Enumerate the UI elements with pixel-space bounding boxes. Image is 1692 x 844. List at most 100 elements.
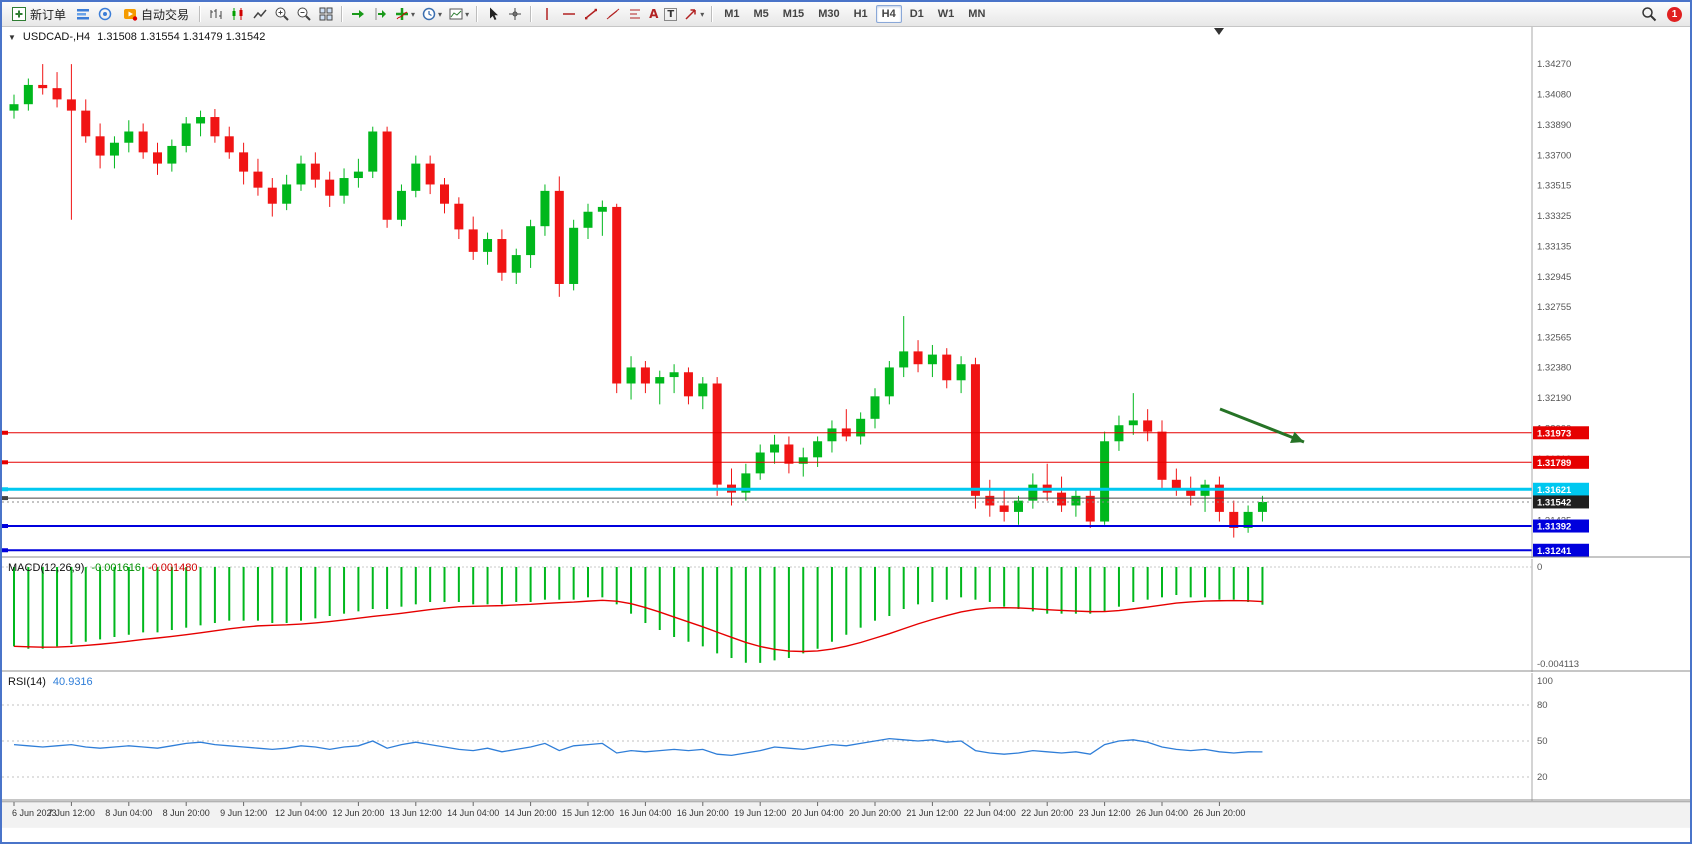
tab-timeframe-d1[interactable]: D1 (909, 8, 924, 20)
zoom-out-button[interactable] (294, 5, 314, 23)
svg-text:1.33890: 1.33890 (1537, 120, 1571, 131)
tab-timeframe-m15[interactable]: M15 (782, 8, 805, 20)
svg-text:20 Jun 04:00: 20 Jun 04:00 (792, 808, 844, 818)
svg-text:20 Jun 20:00: 20 Jun 20:00 (849, 808, 901, 818)
svg-text:1.32755: 1.32755 (1537, 302, 1571, 313)
cursor-icon (490, 7, 499, 20)
new-order-label: 新订单 (30, 7, 67, 22)
macd-main-value: -0.001616 (91, 562, 141, 574)
cursor-tool-button[interactable] (483, 5, 503, 23)
trendline-tool-button[interactable] (581, 5, 601, 23)
label-tool-button[interactable]: T (662, 7, 679, 22)
new-order-icon (12, 7, 26, 21)
svg-text:13 Jun 12:00: 13 Jun 12:00 (390, 808, 442, 818)
svg-text:1.32380: 1.32380 (1537, 362, 1571, 373)
trendline-icon (585, 8, 598, 20)
toolbar: 新订单 自动交易 (2, 2, 1690, 27)
svg-text:1.32945: 1.32945 (1537, 272, 1571, 283)
indicators-button[interactable]: ▾ (392, 5, 417, 23)
ohlc-expand-icon[interactable]: ▼ (8, 32, 16, 42)
new-order-button[interactable]: 新订单 (6, 5, 71, 24)
horizontal-line-tool-button[interactable] (559, 5, 579, 23)
label-tool-icon: T (664, 7, 678, 21)
svg-text:1.31392: 1.31392 (1537, 522, 1571, 533)
svg-text:1.34270: 1.34270 (1537, 59, 1571, 70)
zoom-out-icon (297, 7, 311, 21)
zoom-in-button[interactable] (272, 5, 292, 23)
sounds-button[interactable] (95, 5, 115, 23)
svg-text:15 Jun 12:00: 15 Jun 12:00 (562, 808, 614, 818)
tab-timeframe-w1[interactable]: W1 (937, 8, 955, 20)
svg-text:21 Jun 12:00: 21 Jun 12:00 (906, 808, 958, 818)
svg-text:1.31789: 1.31789 (1537, 458, 1571, 469)
line-chart-mode-button[interactable] (250, 5, 270, 23)
auto-scroll-button[interactable] (348, 5, 368, 23)
symbol-period-label: USDCAD-,H4 (22, 31, 91, 43)
chart-ohlc-header: ▼ USDCAD-,H4 1.31508 1.31554 1.31479 1.3… (8, 31, 265, 43)
chart-canvas[interactable]: 1.34270 1.34080 1.33890 1.33700 1.33515 1.333… (2, 27, 1690, 843)
svg-text:8 Jun 04:00: 8 Jun 04:00 (105, 808, 152, 818)
indicators-dropdown-icon: ▾ (411, 9, 416, 19)
toolbar-separator (530, 6, 533, 22)
svg-text:100: 100 (1537, 676, 1553, 687)
chart-area: 1.34270 1.34080 1.33890 1.33700 1.33515 1.333… (2, 27, 1690, 843)
templates-button[interactable]: ▾ (446, 5, 471, 23)
auto-scroll-icon (352, 10, 365, 18)
sounds-icon (98, 7, 112, 21)
text-tool-icon: A (649, 7, 659, 21)
candle-chart-mode-button[interactable] (228, 5, 248, 23)
text-tool-button[interactable]: A (647, 6, 660, 22)
arrows-tool-button[interactable]: ▾ (681, 5, 706, 23)
horizontal-line-icon (563, 13, 576, 15)
crosshair-tool-button[interactable] (505, 5, 525, 23)
rsi-value: 40.9316 (52, 676, 93, 688)
notification-badge[interactable]: 1 (1667, 6, 1682, 22)
toolbar-separator (711, 6, 714, 22)
tab-timeframe-m1[interactable]: M1 (724, 8, 740, 20)
svg-text:16 Jun 04:00: 16 Jun 04:00 (619, 808, 671, 818)
tile-windows-button[interactable] (316, 5, 336, 23)
svg-text:22 Jun 04:00: 22 Jun 04:00 (964, 808, 1016, 818)
svg-text:14 Jun 20:00: 14 Jun 20:00 (505, 808, 557, 818)
candle-chart-icon (232, 8, 243, 20)
svg-text:16 Jun 20:00: 16 Jun 20:00 (677, 808, 729, 818)
tab-timeframe-h4[interactable]: H4 (875, 5, 902, 23)
periods-dropdown-icon: ▾ (438, 9, 443, 19)
svg-text:50: 50 (1537, 736, 1548, 747)
market-depth-button[interactable] (73, 5, 93, 23)
bar-chart-icon (210, 9, 222, 19)
templates-icon (449, 8, 463, 20)
periods-button[interactable]: ▾ (419, 5, 444, 23)
tile-windows-icon (319, 7, 333, 21)
chart-shift-button[interactable] (370, 5, 390, 23)
search-icon (1642, 7, 1657, 22)
clock-icon (422, 7, 436, 21)
toolbar-separator (199, 6, 202, 22)
chart-shift-icon (375, 8, 387, 20)
templates-dropdown-icon: ▾ (465, 9, 470, 19)
search-button[interactable] (1639, 5, 1659, 23)
rsi-name: RSI(14) (8, 676, 46, 688)
bar-chart-mode-button[interactable] (206, 5, 226, 23)
fibonacci-tool-button[interactable] (625, 5, 645, 23)
svg-text:-0.004113: -0.004113 (1537, 659, 1579, 670)
svg-text:20: 20 (1537, 772, 1548, 783)
tab-timeframe-mn[interactable]: MN (968, 8, 986, 20)
toolbar-separator (476, 6, 479, 22)
svg-text:80: 80 (1537, 700, 1548, 711)
channel-tool-button[interactable] (603, 5, 623, 23)
tab-timeframe-h1[interactable]: H1 (853, 8, 868, 20)
svg-text:0: 0 (1537, 562, 1542, 573)
zoom-in-icon (275, 7, 289, 21)
algo-trading-button[interactable]: 自动交易 (117, 5, 194, 24)
algo-trading-label: 自动交易 (141, 7, 190, 22)
tab-timeframe-m5[interactable]: M5 (753, 8, 769, 20)
svg-text:1.31973: 1.31973 (1537, 428, 1571, 439)
vertical-line-tool-button[interactable] (537, 5, 557, 23)
tab-timeframe-m30[interactable]: M30 (818, 8, 840, 20)
svg-text:12 Jun 04:00: 12 Jun 04:00 (275, 808, 327, 818)
vertical-line-icon (546, 8, 548, 20)
svg-text:22 Jun 20:00: 22 Jun 20:00 (1021, 808, 1073, 818)
svg-text:23 Jun 12:00: 23 Jun 12:00 (1079, 808, 1131, 818)
